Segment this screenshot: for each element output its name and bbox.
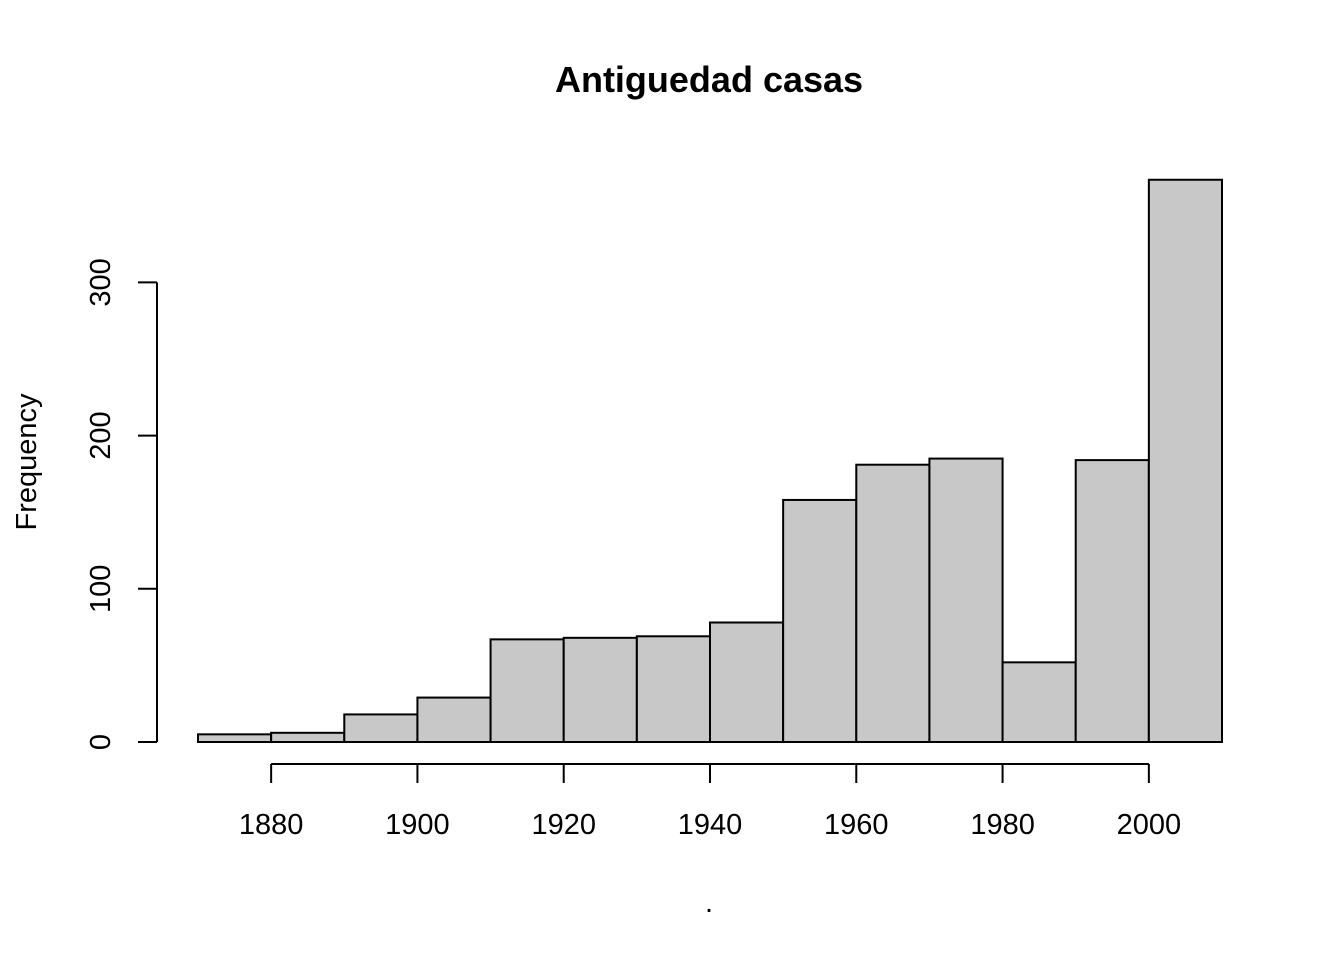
x-tick-label-2000: 2000 [1117, 809, 1182, 841]
y-tick-label-300: 300 [85, 258, 117, 306]
bar-1880-1890 [270, 731, 346, 743]
x-tick-label-1960: 1960 [824, 809, 889, 841]
x-axis: 1880 1900 1920 1940 1960 1980 2000 [239, 763, 1182, 841]
bar-1910-1920 [489, 638, 565, 744]
bar-1970-1980 [928, 457, 1004, 743]
bar-1940-1950 [709, 621, 785, 744]
bar-2000-2010 [1147, 178, 1224, 744]
bar-1980-1990 [1001, 661, 1077, 743]
x-tick-label-1880: 1880 [239, 809, 304, 841]
y-tick-label-200: 200 [85, 411, 117, 459]
y-axis: 0 100 200 300 [85, 258, 158, 750]
x-tick-label-1900: 1900 [385, 809, 450, 841]
x-tick-label-1920: 1920 [531, 809, 596, 841]
chart-title: Antiguedad casas [555, 59, 863, 100]
x-tick-label-1940: 1940 [678, 809, 743, 841]
y-tick-label-100: 100 [85, 565, 117, 613]
bars-group [197, 178, 1224, 744]
x-axis-label: . [705, 887, 713, 919]
bar-1870-1880 [197, 733, 273, 744]
x-tick-label-1980: 1980 [970, 809, 1035, 841]
y-axis-label: Frequency [11, 393, 43, 531]
bar-1890-1900 [343, 713, 419, 744]
bar-1920-1930 [562, 636, 638, 743]
bar-1900-1910 [416, 696, 492, 744]
bar-1990-2000 [1074, 459, 1150, 743]
bar-1950-1960 [782, 498, 858, 743]
y-tick-label-0: 0 [85, 734, 117, 750]
bar-1960-1970 [855, 463, 931, 743]
bar-1930-1940 [635, 635, 711, 743]
